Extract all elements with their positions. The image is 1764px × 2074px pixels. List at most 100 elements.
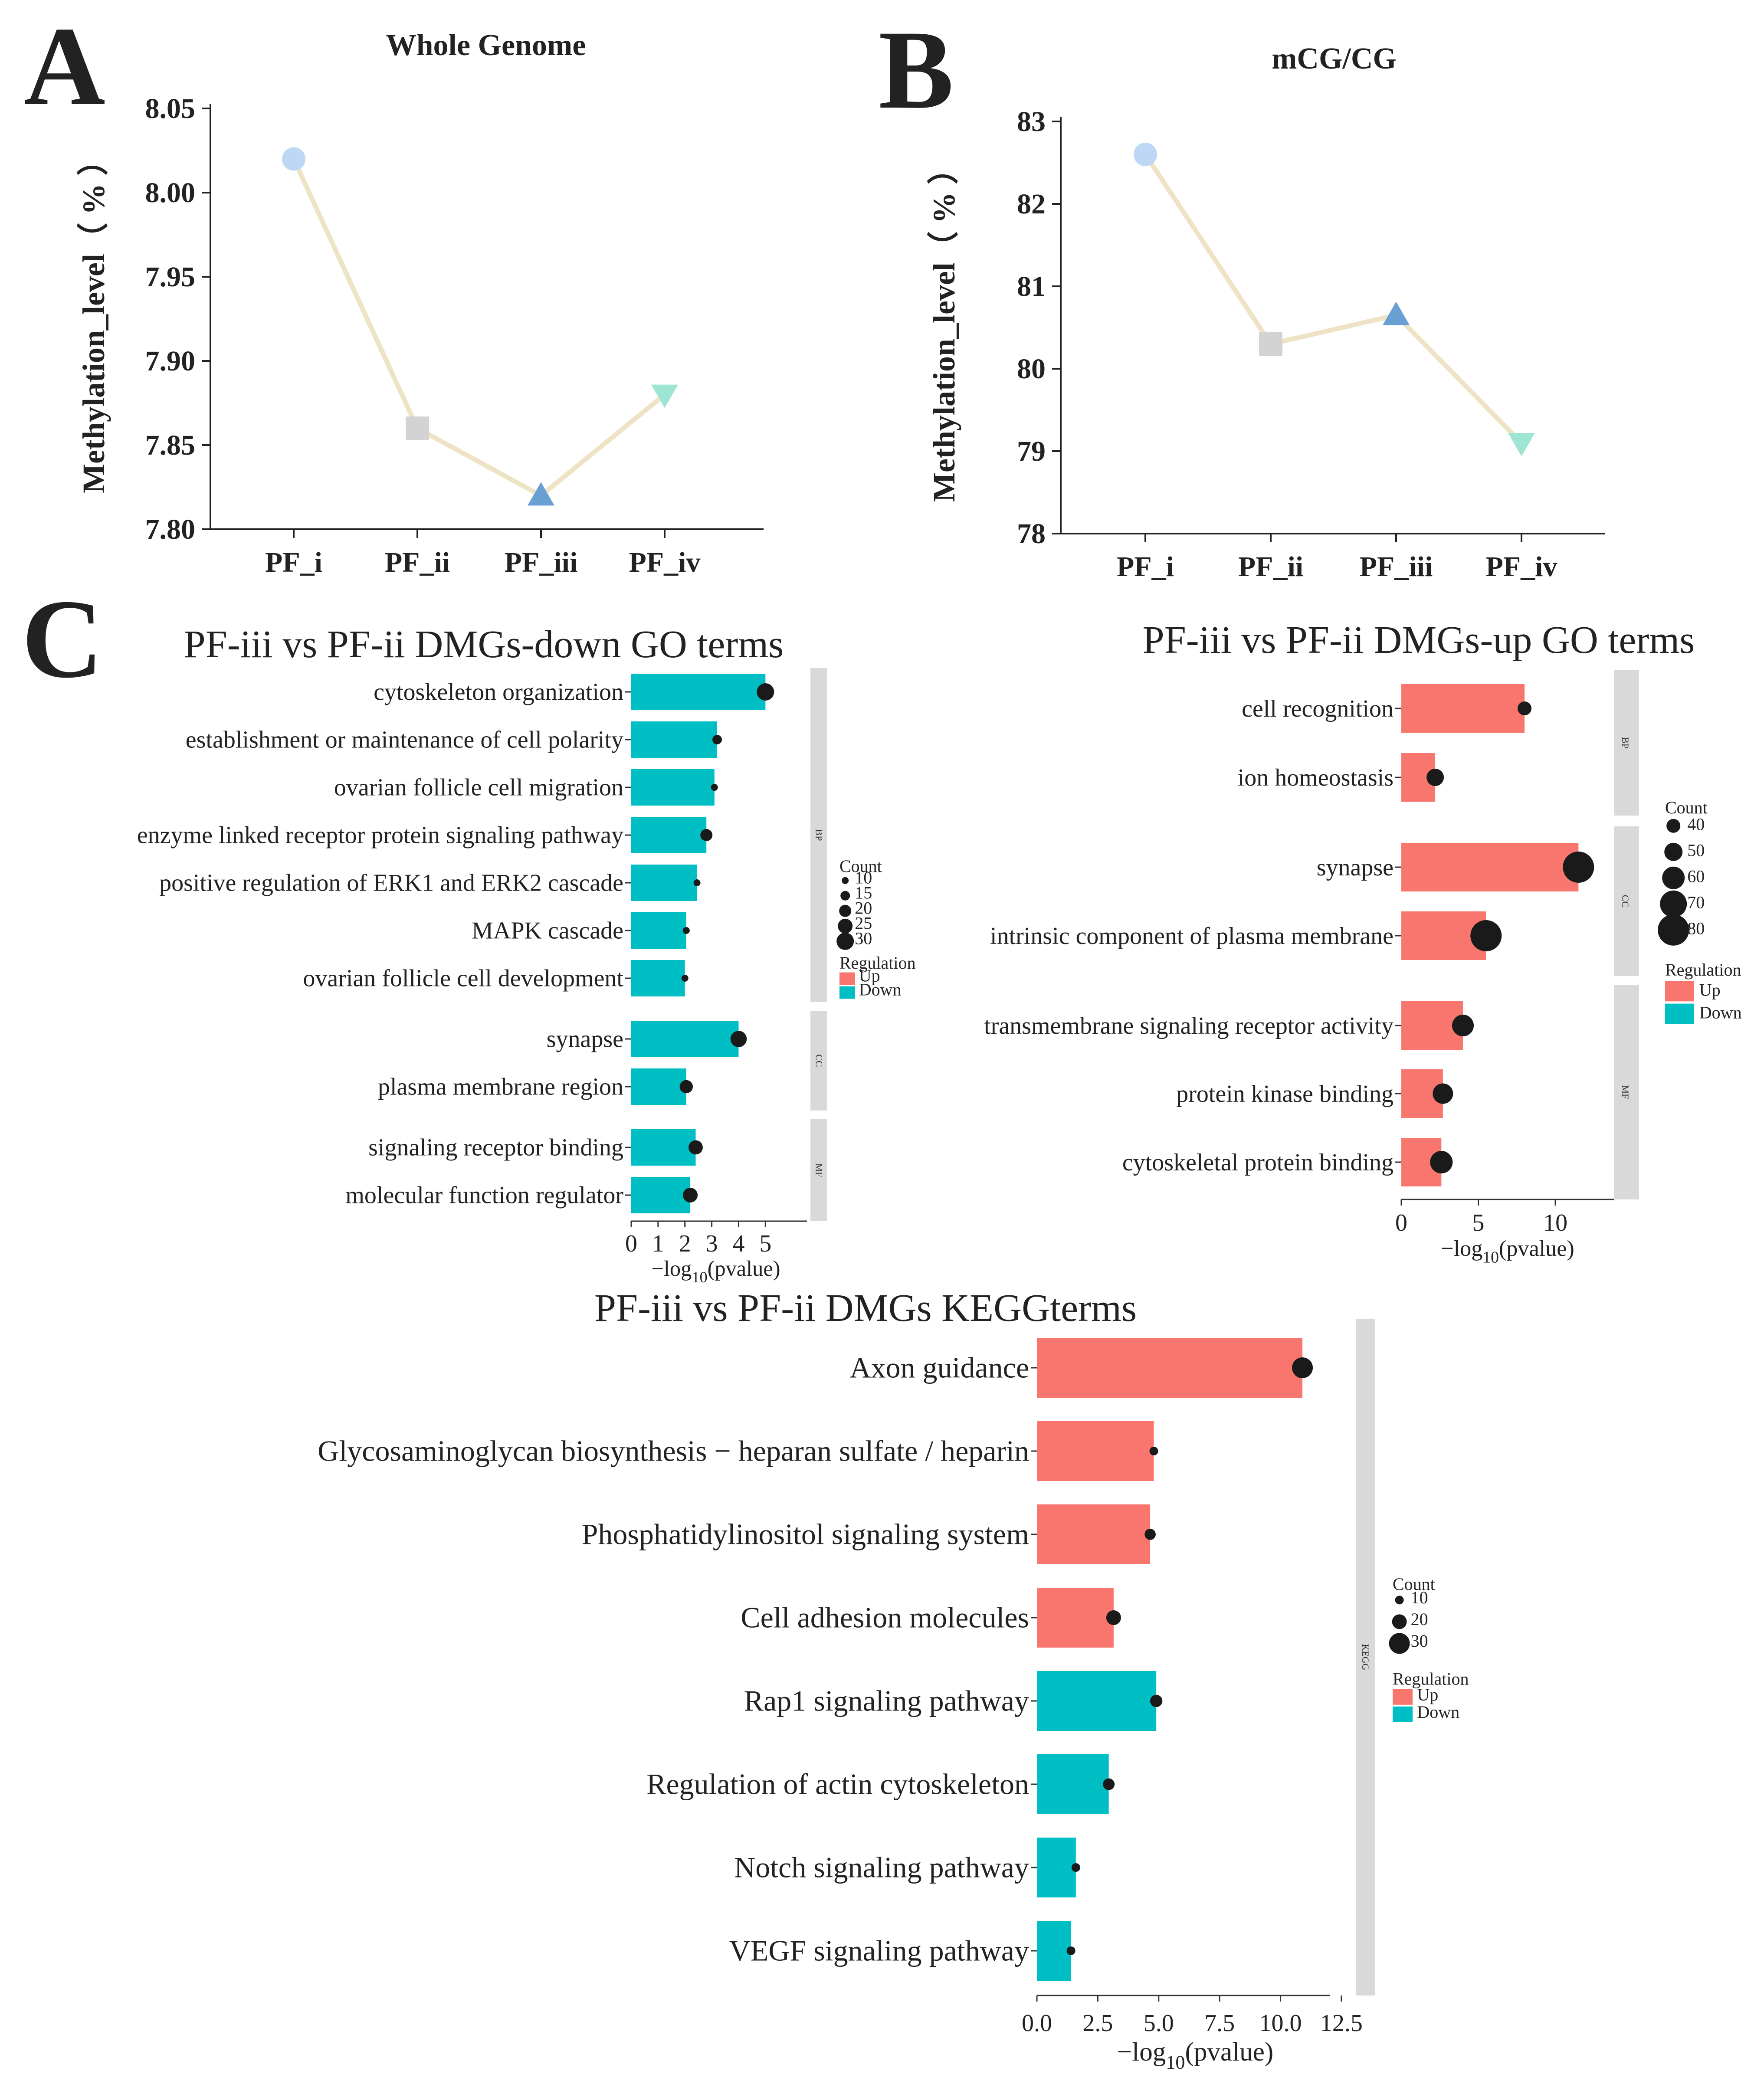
y-tick-label: 8.05 (145, 93, 196, 125)
x-axis-title: −log10(pvalue) (1117, 2037, 1274, 2073)
y-tick-label: 79 (1017, 436, 1046, 467)
legend-regulation-label: Down (1699, 1003, 1742, 1022)
x-tick-label: 5 (759, 1230, 771, 1257)
bar-up (1037, 1504, 1151, 1564)
x-tick-label: PF_iii (505, 547, 578, 578)
count-dot (712, 735, 722, 744)
legend-count-label: 10 (855, 868, 872, 887)
bar-up (1401, 684, 1525, 733)
y-tick-label: 81 (1017, 271, 1046, 302)
x-tick-label: 3 (706, 1230, 718, 1257)
y-tick-label: 7.95 (145, 261, 196, 293)
term-label: plasma membrane region (378, 1073, 623, 1100)
series-line (292, 158, 666, 498)
count-dot (679, 1080, 693, 1094)
data-point-PF_iii (527, 482, 555, 506)
x-tick-label: PF_i (1117, 551, 1174, 583)
y-tick-label: 7.90 (145, 345, 196, 377)
x-tick-label: 10.0 (1259, 2010, 1302, 2037)
legend-regulation-title: Regulation (1393, 1669, 1469, 1688)
legend-swatch-up (839, 972, 855, 985)
term-label: Axon guidance (849, 1351, 1029, 1384)
x-tick-label: 10 (1543, 1209, 1567, 1236)
x-tick-label: PF_i (265, 547, 322, 578)
count-dot (682, 927, 690, 934)
term-label: ovarian follicle cell migration (334, 774, 623, 801)
data-point-PF_iv (651, 384, 679, 408)
chart-title: Whole Genome (386, 29, 586, 62)
count-dot (1430, 1151, 1453, 1173)
count-dot (1426, 769, 1444, 786)
x-tick-label: PF_iv (629, 547, 701, 578)
x-tick-label: PF_ii (1238, 551, 1303, 583)
term-label: protein kinase binding (1176, 1081, 1393, 1107)
legend-count-label: 10 (1411, 1588, 1428, 1607)
legend-count-label: 25 (855, 913, 872, 933)
x-tick-label: 0 (1395, 1209, 1407, 1236)
legend-count-dot (1658, 914, 1689, 946)
count-dot (1292, 1357, 1313, 1378)
legend-count-dot (1660, 890, 1687, 917)
legend-count-dot (840, 891, 850, 901)
legend-count-dot (1666, 819, 1681, 833)
bar-down (631, 674, 766, 710)
legend-count-label: 60 (1687, 866, 1705, 886)
data-point-PF_iii (1382, 301, 1410, 325)
chart-title: mCG/CG (1272, 42, 1397, 75)
legend-swatch-down (1665, 1003, 1694, 1024)
facet-label-BP: BP (814, 829, 825, 841)
legend-count-dot (1395, 1596, 1404, 1605)
bar-up (1401, 843, 1579, 891)
legend-swatch-up (1665, 981, 1694, 1002)
count-dot (1470, 920, 1502, 951)
facet-strip-CC (1614, 826, 1639, 976)
x-tick-label: 0.0 (1022, 2010, 1052, 2037)
legend-count-label: 20 (855, 898, 872, 917)
count-dot (1149, 1447, 1158, 1455)
term-label: synapse (1317, 854, 1393, 881)
bar-down (1037, 1671, 1157, 1731)
legend-regulation-title: Regulation (839, 953, 916, 973)
legend-regulation-label: Up (1417, 1685, 1438, 1704)
legend-count-title: Count (839, 856, 882, 876)
y-tick-label: 80 (1017, 353, 1046, 385)
bar-down (631, 1177, 691, 1213)
x-tick-label: PF_ii (385, 547, 450, 578)
legend-swatch-down (839, 986, 855, 999)
panel-letter-a: A (24, 4, 105, 129)
data-point-PF_ii (406, 416, 429, 440)
x-axis-title: −log10(pvalue) (1441, 1236, 1574, 1267)
count-dot (711, 784, 718, 791)
count-dot (1518, 701, 1532, 715)
term-label: transmembrane signaling receptor activit… (984, 1012, 1393, 1039)
count-dot (689, 1140, 703, 1155)
count-dot (1106, 1610, 1121, 1625)
y-tick-label: 7.85 (145, 429, 196, 461)
term-label: Notch signaling pathway (734, 1851, 1029, 1884)
y-tick-label: 83 (1017, 106, 1046, 138)
count-dot (757, 683, 774, 701)
legend-regulation-label: Down (859, 980, 902, 999)
count-dot (1066, 1946, 1075, 1955)
chart-title: PF-iii vs PF-ii DMGs KEGGterms (594, 1287, 1137, 1330)
bar-up (1037, 1338, 1303, 1398)
legend-count-dot (1389, 1633, 1410, 1654)
bar-down (631, 721, 717, 758)
term-label: signaling receptor binding (368, 1134, 623, 1161)
count-dot (693, 879, 701, 886)
legend-regulation-label: Up (859, 966, 880, 985)
facet-label-MF: MF (814, 1163, 825, 1177)
count-dot (1433, 1083, 1453, 1104)
legend-count-dot (842, 877, 849, 884)
x-tick-label: 5.0 (1144, 2010, 1174, 2037)
bar-down (1037, 1838, 1076, 1897)
legend-count-title: Count (1665, 798, 1708, 817)
facet-strip-MF (810, 1119, 827, 1221)
legend-regulation-label: Down (1417, 1702, 1459, 1722)
count-dot (1071, 1863, 1080, 1872)
x-axis-title: −log10(pvalue) (652, 1256, 780, 1286)
chart-title: PF-iii vs PF-ii DMGs-up GO terms (1143, 619, 1695, 662)
term-label: positive regulation of ERK1 and ERK2 cas… (159, 869, 623, 896)
bar-down (631, 817, 707, 853)
